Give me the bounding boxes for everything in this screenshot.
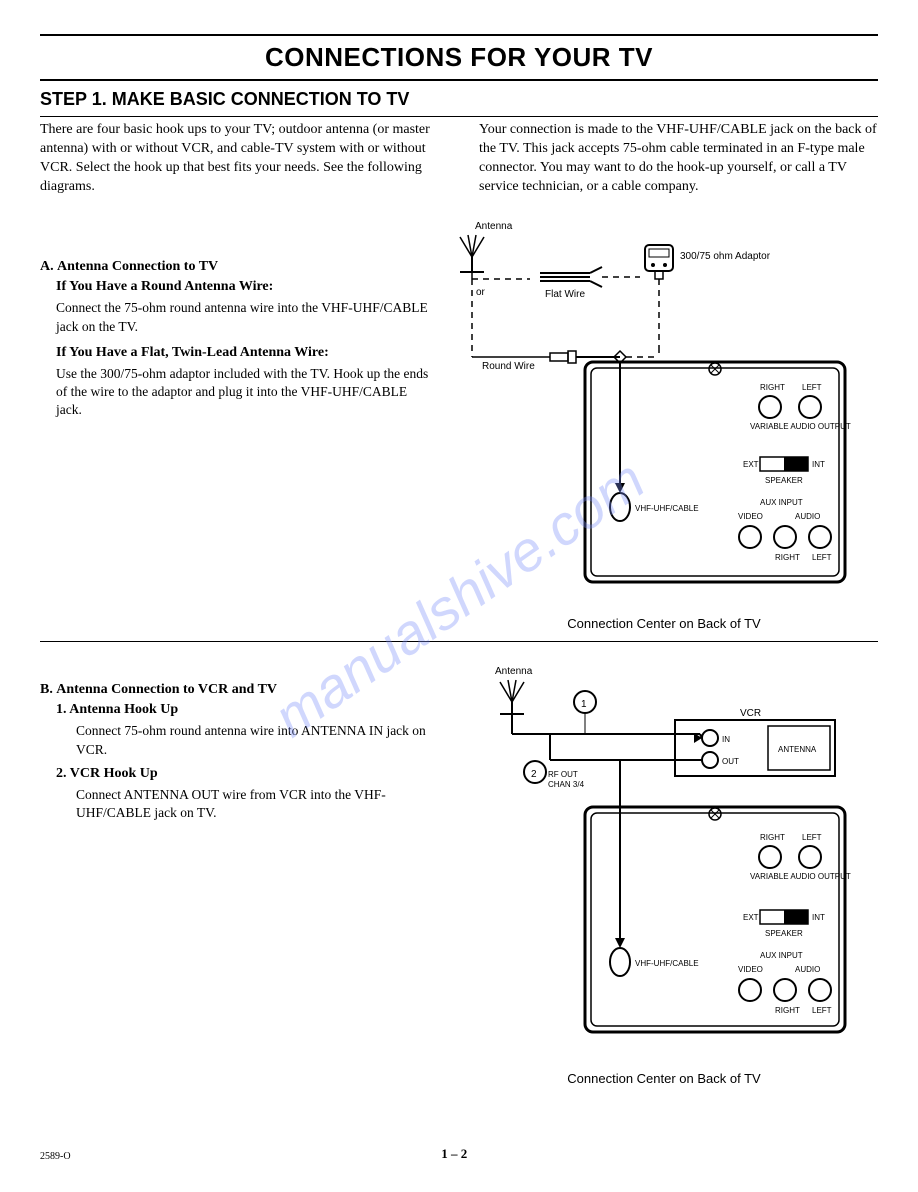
label-antenna: Antenna	[475, 221, 513, 232]
label-vhf-b: VHF-UHF/CABLE	[635, 959, 699, 968]
rule-under-step	[40, 116, 878, 117]
label-left-a: LEFT	[802, 383, 822, 392]
diagram-a: Antenna or Flat Wire	[450, 217, 878, 631]
label-out: OUT	[722, 757, 739, 766]
rule-under-title	[40, 79, 878, 81]
label-ext-b: EXT	[743, 913, 759, 922]
label-vcr-antenna: ANTENNA	[778, 745, 817, 754]
caption-a: Connection Center on Back of TV	[450, 616, 878, 631]
diagram-a-svg: Antenna or Flat Wire	[450, 217, 870, 607]
rule-mid	[40, 641, 878, 642]
round-body: Connect the 75-ohm round antenna wire in…	[56, 299, 430, 335]
section-b-row: B. Antenna Connection to VCR and TV 1. A…	[40, 662, 878, 1086]
b-item1-title: 1. Antenna Hook Up	[56, 701, 430, 720]
label-int-b: INT	[812, 913, 825, 922]
b-item2-title: 2. VCR Hook Up	[56, 765, 430, 784]
label-adaptor-1: 300/75 ohm Adaptor	[680, 251, 771, 262]
section-b-text: B. Antenna Connection to VCR and TV 1. A…	[40, 662, 430, 1086]
label-antenna-b: Antenna	[495, 666, 533, 677]
label-in: IN	[722, 735, 730, 744]
section-b-label: B.	[40, 682, 53, 697]
label-speaker-a: SPEAKER	[765, 476, 803, 485]
label-or: or	[476, 287, 486, 298]
label-left2-a: LEFT	[812, 553, 832, 562]
label-aux-b: AUX INPUT	[760, 951, 803, 960]
round-heading: If You Have a Round Antenna Wire:	[56, 278, 430, 297]
label-ext-a: EXT	[743, 460, 759, 469]
label-right2-a: RIGHT	[775, 553, 800, 562]
footer: 2589-O 1 – 2	[40, 1146, 878, 1162]
badge-2: 2	[531, 769, 537, 780]
label-speaker-b: SPEAKER	[765, 929, 803, 938]
label-video-b: VIDEO	[738, 965, 763, 974]
doc-id: 2589-O	[40, 1151, 71, 1162]
step-title: STEP 1. MAKE BASIC CONNECTION TO TV	[40, 89, 878, 110]
rule-top	[40, 34, 878, 36]
diagram-b-svg: Antenna 1 VCR	[450, 662, 870, 1062]
label-roundwire: Round Wire	[482, 361, 535, 372]
badge-1: 1	[581, 699, 587, 710]
section-b-title: Antenna Connection to VCR and TV	[56, 682, 277, 697]
section-a-text: A. Antenna Connection to TV If You Have …	[40, 217, 430, 631]
flat-body: Use the 300/75-ohm adaptor included with…	[56, 365, 430, 420]
diagram-b: Antenna 1 VCR	[450, 662, 878, 1086]
label-chan: CHAN 3/4	[548, 780, 585, 789]
label-aux-a: AUX INPUT	[760, 498, 803, 507]
page-number: 1 – 2	[71, 1146, 838, 1162]
label-audio-b: AUDIO	[795, 965, 820, 974]
page: manualshive.com CONNECTIONS FOR YOUR TV …	[40, 34, 878, 1162]
b-item2-body: Connect ANTENNA OUT wire from VCR into t…	[76, 786, 430, 822]
section-a-row: A. Antenna Connection to TV If You Have …	[40, 217, 878, 631]
label-flatwire: Flat Wire	[545, 289, 585, 300]
intro-left: There are four basic hook ups to your TV…	[40, 121, 439, 197]
label-right2-b: RIGHT	[775, 1006, 800, 1015]
label-right-a: RIGHT	[760, 383, 785, 392]
label-audio-a: AUDIO	[795, 512, 820, 521]
label-vhf-a: VHF-UHF/CABLE	[635, 504, 699, 513]
label-right-b: RIGHT	[760, 833, 785, 842]
label-varaudio-b: VARIABLE AUDIO OUTPUT	[750, 872, 851, 881]
flat-heading: If You Have a Flat, Twin-Lead Antenna Wi…	[56, 344, 430, 363]
intro-right: Your connection is made to the VHF-UHF/C…	[479, 121, 878, 197]
caption-b: Connection Center on Back of TV	[450, 1071, 878, 1086]
intro-columns: There are four basic hook ups to your TV…	[40, 121, 878, 197]
section-a-title: Antenna Connection to TV	[57, 259, 218, 274]
b-item1-body: Connect 75-ohm round antenna wire into A…	[76, 722, 430, 758]
page-title: CONNECTIONS FOR YOUR TV	[40, 42, 878, 73]
label-int-a: INT	[812, 460, 825, 469]
label-video-a: VIDEO	[738, 512, 763, 521]
label-rfout: RF OUT	[548, 770, 578, 779]
section-a-label: A.	[40, 259, 54, 274]
label-vcr: VCR	[740, 708, 761, 719]
label-left2-b: LEFT	[812, 1006, 832, 1015]
label-varaudio-a: VARIABLE AUDIO OUTPUT	[750, 422, 851, 431]
label-left-b: LEFT	[802, 833, 822, 842]
